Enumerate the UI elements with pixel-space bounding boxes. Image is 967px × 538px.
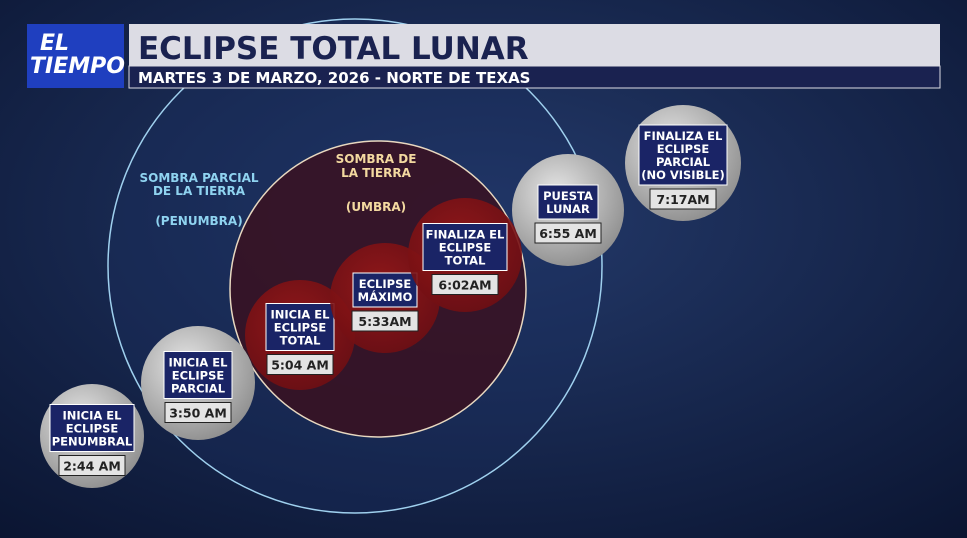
stage-label-box: [638, 124, 728, 186]
stage-label: INICIA EL: [63, 409, 123, 423]
stage-label: PARCIAL: [171, 382, 226, 396]
stage-label: ECLIPSE: [66, 422, 119, 436]
stage-label: INICIA EL: [271, 308, 331, 322]
stage-label: TOTAL: [280, 334, 321, 348]
stage-time: 7:17AM: [656, 192, 709, 207]
penumbra-label: DE LA TIERRA: [153, 184, 246, 198]
stage-label-box: [352, 272, 418, 308]
stage-label-box: [537, 184, 599, 220]
stage-label: PARCIAL: [656, 155, 711, 169]
stage-label: FINALIZA EL: [644, 129, 723, 143]
penumbra-label: (PENUMBRA): [155, 214, 242, 228]
stage-label: PUESTA: [543, 189, 593, 203]
stage-label: ECLIPSE: [657, 142, 710, 156]
stage-label: ECLIPSE: [274, 321, 327, 335]
stage-label: MÁXIMO: [358, 289, 413, 304]
stage-time-box: [351, 310, 419, 332]
stage-time: 5:33AM: [358, 314, 411, 329]
stage-time-box: [58, 455, 126, 476]
umbra-label: SOMBRA DE: [336, 152, 417, 166]
logo-box: [27, 24, 124, 88]
title: ECLIPSE TOTAL LUNAR: [138, 31, 529, 67]
stage-time: 3:50 AM: [169, 406, 227, 421]
stage-label: ECLIPSE: [172, 369, 225, 383]
stage-label: PENUMBRAL: [52, 435, 133, 449]
stage-time: 6:55 AM: [539, 226, 597, 241]
stage-label: INICIA EL: [169, 356, 229, 370]
stage-label-box: [265, 303, 335, 351]
stage-time-box: [431, 274, 499, 295]
stage-time: 5:04 AM: [271, 358, 329, 373]
stage-label-box: [49, 404, 135, 452]
stage-label: ECLIPSE: [359, 277, 412, 291]
subtitle: MARTES 3 DE MARZO, 2026 - NORTE DE TEXAS: [138, 69, 530, 87]
stage-label: (NO VISIBLE): [641, 168, 725, 182]
stage-label-box: [163, 351, 233, 399]
umbra-label: (UMBRA): [346, 200, 406, 214]
title-bar: [129, 24, 940, 66]
subtitle-bar: [128, 65, 941, 89]
stage-label-box: [422, 223, 508, 271]
stage-time-box: [649, 188, 717, 210]
stage-time: 6:02AM: [438, 278, 491, 293]
stage-time: 2:44 AM: [63, 459, 121, 474]
stage-label: FINALIZA EL: [426, 228, 505, 242]
stage-label: ECLIPSE: [439, 241, 492, 255]
stage-label: TOTAL: [445, 254, 486, 268]
stage-time-box: [164, 402, 232, 423]
penumbra-label: SOMBRA PARCIAL: [139, 171, 258, 185]
stage-time-box: [534, 222, 602, 244]
stage-time-box: [266, 354, 334, 375]
umbra-label: LA TIERRA: [341, 166, 411, 180]
stage-label: LUNAR: [546, 202, 590, 216]
logo-text: TIEMPO: [30, 54, 125, 79]
logo-text: EL: [40, 31, 69, 56]
